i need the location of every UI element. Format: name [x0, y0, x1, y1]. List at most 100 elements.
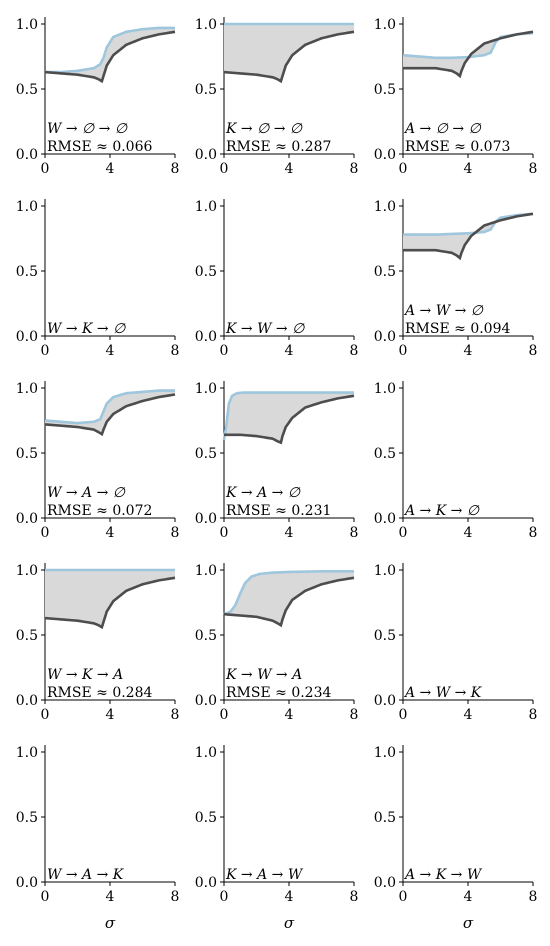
x-tick-label: 4	[464, 525, 473, 541]
model-curve	[45, 26, 175, 74]
x-tick-label: 0	[41, 343, 50, 359]
y-tick-label: 1.0	[195, 17, 217, 33]
y-tick-label: 0.0	[16, 693, 38, 709]
panel-1: 0.0 0.5 1.0 0 4 8 W → ∅ → ∅ RMSE ≈ 0.066	[16, 17, 180, 177]
panel-12: 0.0 0.5 1.0 0 4 8 A → W → K	[374, 563, 537, 723]
panel-15: 0.0 0.5 1.0 0 4 8 A → K → W σ	[374, 745, 538, 932]
model-curve	[223, 569, 354, 616]
y-tick-label: 0.0	[195, 147, 217, 163]
y-tick-label: 0.5	[195, 446, 217, 462]
x-tick-label: 0	[220, 889, 229, 905]
y-tick-label: 0.5	[374, 628, 396, 644]
y-tick-label: 1.0	[195, 381, 217, 397]
x-tick-label: 0	[399, 525, 408, 541]
difference-fill	[45, 27, 175, 82]
x-tick-label: 8	[350, 707, 359, 723]
model-curve	[44, 389, 175, 425]
panel-label: K → W → A	[225, 667, 302, 683]
y-tick-label: 0.5	[195, 628, 217, 644]
y-tick-label: 0.0	[195, 511, 217, 527]
x-tick-label: 4	[106, 161, 115, 177]
model-curve	[222, 391, 354, 441]
rmse-label: RMSE ≈ 0.231	[226, 503, 331, 519]
x-tick-label: 0	[399, 707, 408, 723]
x-tick-label: 0	[41, 161, 50, 177]
panel-label: W → A → K	[47, 867, 125, 883]
x-axis-title: σ	[284, 914, 295, 932]
panel-label: K → A → ∅	[225, 485, 301, 501]
y-tick-label: 1.0	[195, 563, 217, 579]
x-tick-label: 4	[464, 707, 473, 723]
panel-6: 0.0 0.5 1.0 0 4 8 A → W → ∅ RMSE ≈ 0.094	[374, 199, 538, 359]
y-tick-label: 0.0	[195, 329, 217, 345]
y-tick-label: 0.5	[374, 264, 396, 280]
panel-label: A → K → ∅	[403, 503, 480, 519]
panel-5: 0.0 0.5 1.0 0 4 8 K → W → ∅	[195, 199, 359, 359]
x-tick-label: 4	[106, 343, 115, 359]
difference-fill	[403, 31, 533, 76]
x-tick-label: 8	[171, 161, 180, 177]
panel-label: A → W → K	[403, 685, 483, 701]
x-tick-label: 8	[171, 707, 180, 723]
y-tick-label: 1.0	[374, 381, 396, 397]
rmse-label: RMSE ≈ 0.287	[226, 139, 331, 155]
difference-fill	[224, 571, 354, 626]
panel-label: K → ∅ → ∅	[225, 121, 303, 137]
reference-curve	[44, 393, 176, 437]
x-tick-label: 8	[350, 525, 359, 541]
panel-7: 0.0 0.5 1.0 0 4 8 W → A → ∅ RMSE ≈ 0.072	[16, 381, 179, 541]
y-tick-label: 0.0	[374, 875, 396, 891]
y-tick-label: 0.5	[195, 82, 217, 98]
rmse-label: RMSE ≈ 0.073	[405, 139, 510, 155]
y-tick-label: 0.5	[195, 264, 217, 280]
x-tick-label: 0	[41, 707, 50, 723]
x-tick-label: 8	[529, 343, 538, 359]
panel-10: 0.0 0.5 1.0 0 4 8 W → K → A RMSE ≈ 0.284	[16, 563, 180, 723]
panel-label: W → K → A	[47, 667, 123, 683]
x-tick-label: 4	[285, 707, 294, 723]
x-tick-label: 4	[464, 161, 473, 177]
reference-curve	[223, 576, 355, 628]
x-tick-label: 8	[529, 889, 538, 905]
panel-label: W → ∅ → ∅	[47, 121, 128, 137]
y-tick-label: 0.5	[16, 810, 38, 826]
y-tick-label: 1.0	[374, 199, 396, 215]
x-tick-label: 0	[399, 161, 408, 177]
y-tick-label: 0.0	[374, 329, 396, 345]
reference-curve	[44, 30, 176, 84]
reference-curve	[44, 576, 176, 630]
x-tick-label: 4	[285, 343, 294, 359]
panel-14: 0.0 0.5 1.0 0 4 8 K → A → W σ	[195, 745, 359, 932]
model-curve	[402, 31, 534, 60]
y-tick-label: 1.0	[195, 745, 217, 761]
reference-curve	[403, 30, 534, 79]
reference-curve	[223, 30, 355, 84]
x-tick-label: 4	[285, 525, 294, 541]
x-tick-label: 4	[285, 161, 294, 177]
x-tick-label: 8	[350, 343, 359, 359]
rmse-label: RMSE ≈ 0.094	[405, 321, 510, 337]
panel-label: A → ∅ → ∅	[403, 121, 482, 137]
rmse-label: RMSE ≈ 0.072	[47, 503, 152, 519]
panel-label: W → K → ∅	[47, 321, 126, 337]
x-axis-title: σ	[105, 914, 116, 932]
rmse-label: RMSE ≈ 0.284	[47, 685, 152, 701]
x-tick-label: 8	[529, 161, 538, 177]
y-tick-label: 0.0	[195, 693, 217, 709]
x-tick-label: 0	[41, 889, 50, 905]
panel-3: 0.0 0.5 1.0 0 4 8 A → ∅ → ∅ RMSE ≈ 0.073	[374, 17, 538, 177]
x-tick-label: 8	[350, 889, 359, 905]
panel-11: 0.0 0.5 1.0 0 4 8 K → W → A RMSE ≈ 0.234	[195, 563, 359, 723]
x-tick-label: 4	[106, 889, 115, 905]
difference-fill	[224, 392, 354, 443]
y-tick-label: 1.0	[374, 17, 396, 33]
y-tick-label: 1.0	[16, 17, 38, 33]
model-curve	[403, 212, 534, 236]
y-tick-label: 0.0	[374, 147, 396, 163]
y-tick-label: 0.5	[374, 810, 396, 826]
y-tick-label: 0.0	[374, 511, 396, 527]
reference-curve	[403, 212, 534, 261]
x-tick-label: 8	[529, 525, 538, 541]
y-tick-label: 0.0	[16, 875, 38, 891]
